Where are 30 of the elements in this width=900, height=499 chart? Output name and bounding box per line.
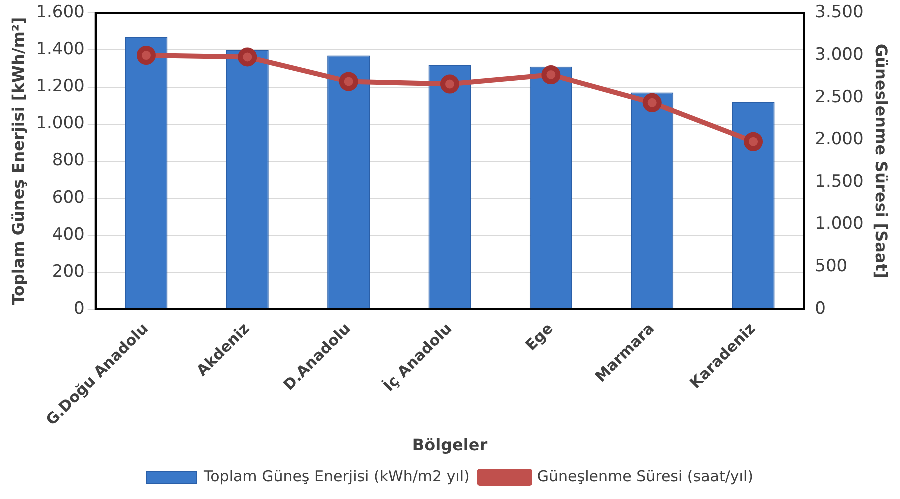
y2-tick-label: 3.000 [815, 44, 864, 65]
y-axis-title: Toplam Güneş Enerjisi [kWh/m²] [8, 17, 28, 306]
y2-tick-label: 2.000 [815, 130, 864, 150]
y2-tick-label: 0 [815, 298, 826, 319]
point [542, 65, 561, 84]
y-tick-label: 600 [52, 188, 85, 208]
y2-tick-label: 3.500 [815, 2, 864, 23]
y2-tick-label: 1.000 [815, 214, 864, 234]
legend-label: Güneşlenme Süresi (saat/yıl) [537, 467, 754, 486]
x-axis-title: Bölgeler [412, 436, 488, 455]
x-tick-label: Ege [522, 320, 557, 354]
point [744, 132, 764, 152]
y-tick-label: 1.600 [36, 2, 85, 23]
y2-tick-label: 500 [815, 256, 848, 277]
legend-label: Toplam Güneş Enerjisi (kWh/m2 yıl) [203, 467, 470, 486]
y-tick-label: 200 [52, 262, 85, 282]
y2-tick-label: 2.500 [815, 87, 864, 108]
point [642, 93, 662, 112]
y2-axis-title: Güneslenme Süresi [Saat] [872, 44, 892, 279]
point [339, 72, 358, 92]
y-tick-label: 800 [52, 150, 85, 171]
y-tick-label: 1.400 [36, 40, 85, 60]
point [440, 74, 460, 94]
y-tick-label: 1.000 [36, 114, 85, 134]
y-tick-label: 400 [52, 224, 85, 245]
y-tick-label: 1.200 [36, 76, 85, 97]
y2-tick-label: 1.500 [815, 172, 864, 192]
point [136, 46, 156, 66]
y-tick-label: 0 [74, 298, 85, 319]
point [238, 48, 258, 67]
